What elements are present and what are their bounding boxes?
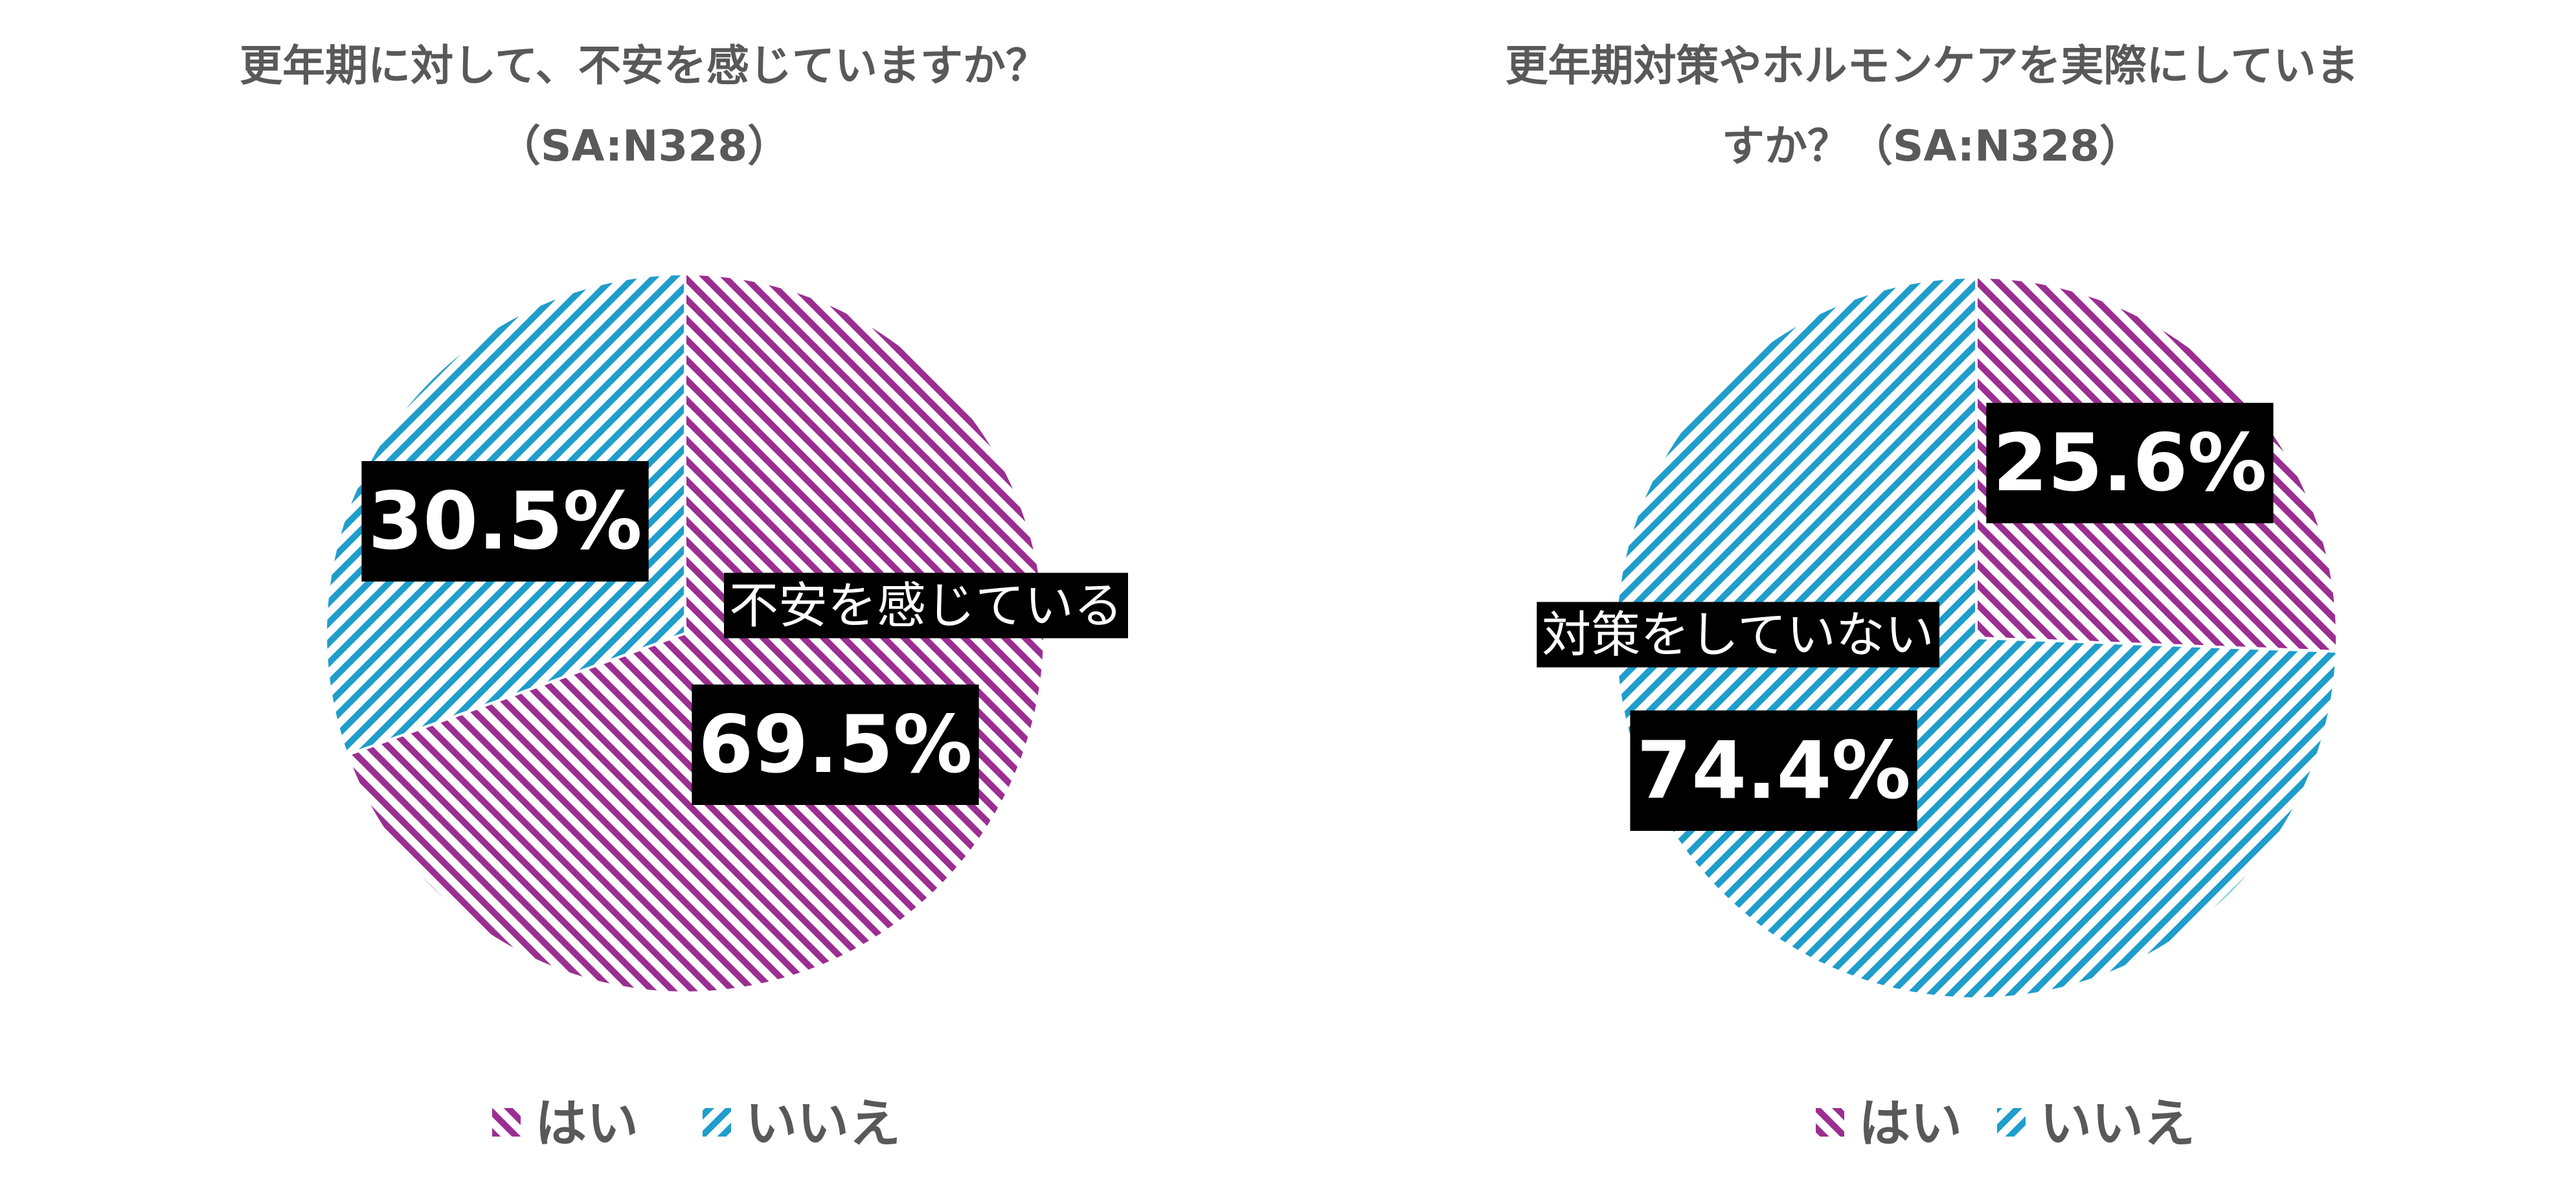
legend-label: いいえ (745, 1094, 901, 1154)
chart-title: 更年期に対して、不安を感じていますか？ （SA:N328） (0, 26, 1288, 187)
legend-item-yes: はい (1816, 1094, 1962, 1154)
title-line-1: 更年期に対して、不安を感じていますか？ (240, 41, 1048, 91)
data-label-yes: 25.6% (1986, 403, 2274, 523)
legend-label: はい (535, 1094, 638, 1154)
legend-label: はい (1859, 1094, 1962, 1154)
legend: はい いいえ (492, 1094, 901, 1154)
legend: はい いいえ (1816, 1094, 2195, 1154)
annotation-label: 不安を感じている (724, 572, 1128, 639)
data-label-no: 74.4% (1630, 710, 1917, 831)
data-label-no: 30.5% (361, 461, 649, 582)
legend-label: いいえ (2040, 1094, 2195, 1154)
svg-text:74.4%: 74.4% (1636, 725, 1910, 817)
legend-swatch (1816, 1108, 1844, 1137)
legend-swatch (703, 1108, 731, 1137)
svg-text:対策をしていない: 対策をしていない (1542, 606, 1934, 664)
svg-text:不安を感じている: 不安を感じている (729, 577, 1123, 635)
title-line-2: すか？（SA:N328） (1721, 121, 2143, 171)
legend-item-no: いいえ (1997, 1094, 2195, 1154)
chart-right-measures: 更年期対策やホルモンケアを実際にしていま すか？（SA:N328） 25.6% 7… (1288, 0, 2576, 1178)
pie-slice-yes (345, 272, 1046, 994)
svg-text:30.5%: 30.5% (368, 475, 642, 567)
chart-title: 更年期対策やホルモンケアを実際にしていま すか？（SA:N328） (1288, 26, 2576, 187)
legend-swatch (1997, 1108, 2026, 1137)
title-line-1: 更年期対策やホルモンケアを実際にしていま (1505, 41, 2359, 91)
chart-left-anxiety: 更年期に対して、不安を感じていますか？ （SA:N328） 69.5% 30.5%… (0, 26, 1288, 1154)
legend-swatch (492, 1108, 521, 1137)
svg-text:69.5%: 69.5% (698, 699, 972, 791)
annotation-label: 対策をしていない (1537, 602, 1939, 668)
data-label-yes: 69.5% (692, 685, 979, 805)
svg-text:25.6%: 25.6% (1993, 417, 2266, 509)
legend-item-yes: はい (492, 1094, 638, 1154)
legend-item-no: いいえ (703, 1094, 901, 1154)
title-line-2: （SA:N328） (497, 121, 791, 171)
